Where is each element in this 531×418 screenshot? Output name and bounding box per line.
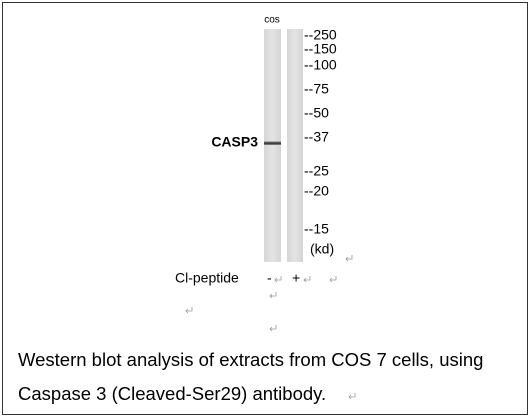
marker-label: --25 [304, 163, 329, 179]
marker-labels: --250 --150 --100 --75 --50 --37 --25 --… [304, 27, 337, 257]
marker-label: --20 [304, 183, 329, 199]
lane-1 [264, 29, 281, 262]
lane-2 [287, 29, 303, 262]
marker-label: (kd) [310, 241, 334, 257]
treatment-lane: - [267, 270, 272, 286]
marker-label: --150 [304, 41, 337, 57]
marker-label: --100 [304, 57, 337, 73]
caption-line: Western blot analysis of extracts from C… [18, 349, 483, 370]
marker-label: --50 [304, 105, 329, 121]
marker-label: --15 [304, 221, 329, 237]
caption-line: Caspase 3 (Cleaved-Ser29) antibody. [18, 383, 326, 404]
return-marks [185, 255, 356, 400]
band [264, 141, 281, 145]
protein-label: CASP3 [211, 134, 258, 150]
treatment-lane: + [292, 270, 300, 286]
marker-label: --37 [304, 129, 329, 145]
marker-label: --75 [304, 81, 329, 97]
treatment-label: Cl-peptide [175, 270, 239, 286]
lane-label: cos [264, 15, 280, 26]
marker-label: --250 [304, 27, 337, 43]
